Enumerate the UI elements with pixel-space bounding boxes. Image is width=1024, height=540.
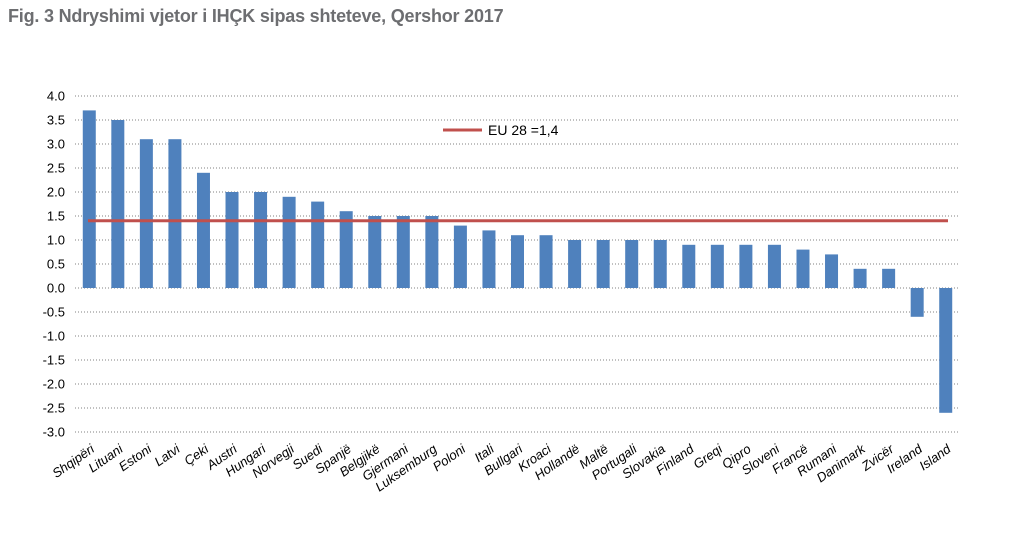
bar	[311, 201, 325, 288]
bar	[539, 235, 553, 288]
bar	[453, 225, 467, 288]
y-tick-label: 0.0	[47, 281, 65, 296]
bars	[82, 110, 953, 413]
chart-title: Fig. 3 Ndryshimi vjetor i IHÇK sipas sht…	[8, 6, 504, 26]
y-tick-label: 2.0	[47, 185, 65, 200]
y-tick-label: -2.0	[43, 377, 65, 392]
bar	[511, 235, 524, 288]
bar	[710, 244, 724, 288]
bar	[767, 244, 781, 288]
y-tick-label: 3.5	[47, 113, 65, 128]
y-axis-ticks: 4.0 3.5 3.0 2.5 2.0 1.5 1.0 0.5 0.0 -0.5 -1.0 -1.5 -…	[43, 89, 65, 440]
bar	[796, 249, 810, 288]
x-category-label: Estoni	[116, 441, 155, 475]
bar	[625, 240, 639, 288]
bar	[910, 288, 924, 317]
bar	[111, 120, 125, 288]
bar	[825, 254, 839, 288]
y-tick-label: 4.0	[47, 89, 65, 104]
bar	[396, 216, 410, 288]
bar	[939, 288, 953, 413]
y-tick-label: -3.0	[43, 425, 65, 440]
x-category-label: Greqi	[690, 441, 726, 472]
y-tick-label: 1.0	[47, 233, 65, 248]
y-tick-label: -0.5	[43, 305, 65, 320]
bar	[596, 240, 610, 288]
bar	[225, 192, 239, 288]
bar	[425, 216, 439, 288]
bar	[282, 196, 296, 288]
bar	[139, 139, 153, 288]
bar	[853, 268, 867, 288]
bar	[339, 211, 353, 288]
bar	[653, 240, 667, 288]
y-tick-label: 3.0	[47, 137, 65, 152]
x-category-label: Latvi	[152, 441, 184, 470]
y-tick-label: 0.5	[47, 257, 65, 272]
y-tick-label: -1.0	[43, 329, 65, 344]
x-category-label: Island	[916, 441, 954, 474]
y-tick-label: -2.5	[43, 401, 65, 416]
bar	[739, 244, 753, 288]
bar	[682, 244, 696, 288]
bar	[882, 268, 896, 288]
x-category-label: Poloni	[430, 441, 469, 475]
bar	[568, 240, 582, 288]
gridlines	[75, 95, 960, 433]
bar	[82, 110, 96, 289]
y-tick-label: -1.5	[43, 353, 65, 368]
bar	[482, 230, 496, 288]
bar	[196, 172, 210, 288]
bar	[254, 192, 268, 288]
legend-label: EU 28 =1,4	[488, 122, 559, 138]
legend: EU 28 =1,4	[443, 122, 559, 138]
x-axis-labels: ShqipëriLituaniEstoniLatviÇekiAustriHung…	[49, 440, 954, 494]
bar	[168, 139, 182, 288]
y-tick-label: 2.5	[47, 161, 65, 176]
bar	[368, 216, 382, 288]
y-tick-label: 1.5	[47, 209, 65, 224]
